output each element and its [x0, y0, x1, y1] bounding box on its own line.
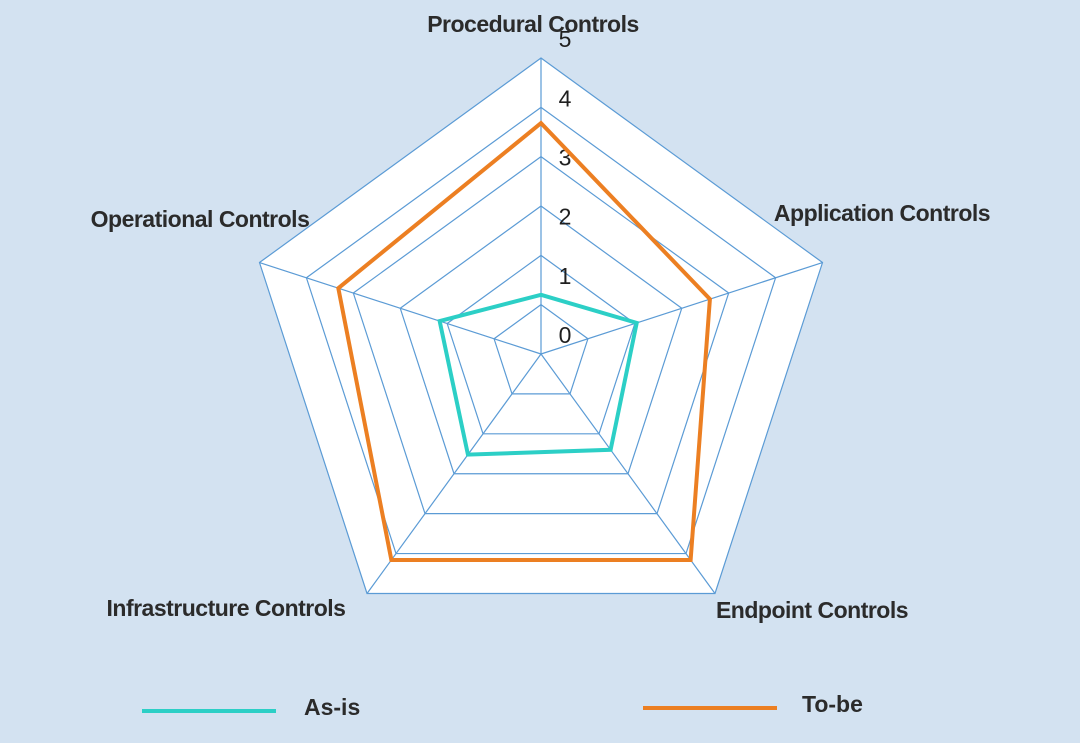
- axis-label: Application Controls: [774, 200, 990, 226]
- axis-label: Operational Controls: [91, 206, 310, 232]
- tick-label: 2: [559, 204, 572, 230]
- grid-spoke: [366, 353, 542, 594]
- grid-ring: [305, 106, 777, 555]
- grid-ring: [258, 57, 824, 595]
- legend-label: As-is: [304, 694, 360, 720]
- axis-label: Endpoint Controls: [716, 597, 908, 623]
- legend-label: To-be: [802, 691, 863, 717]
- grid-spoke: [540, 353, 716, 594]
- axis-label: Infrastructure Controls: [107, 595, 346, 621]
- tick-label: 4: [559, 85, 572, 111]
- grid-ring: [446, 254, 636, 435]
- tick-label: 1: [559, 263, 572, 289]
- axis-label: Procedural Controls: [427, 11, 639, 37]
- grid-spoke: [540, 261, 823, 355]
- series-line-as-is: [437, 292, 640, 457]
- tick-label: 0: [559, 322, 572, 348]
- grid-ring: [399, 205, 683, 475]
- grid-spoke: [259, 261, 542, 355]
- tick-label: 5: [559, 26, 572, 52]
- grid-ring: [493, 303, 589, 395]
- series-line-to-be: [336, 120, 712, 562]
- grid-ring: [352, 155, 730, 515]
